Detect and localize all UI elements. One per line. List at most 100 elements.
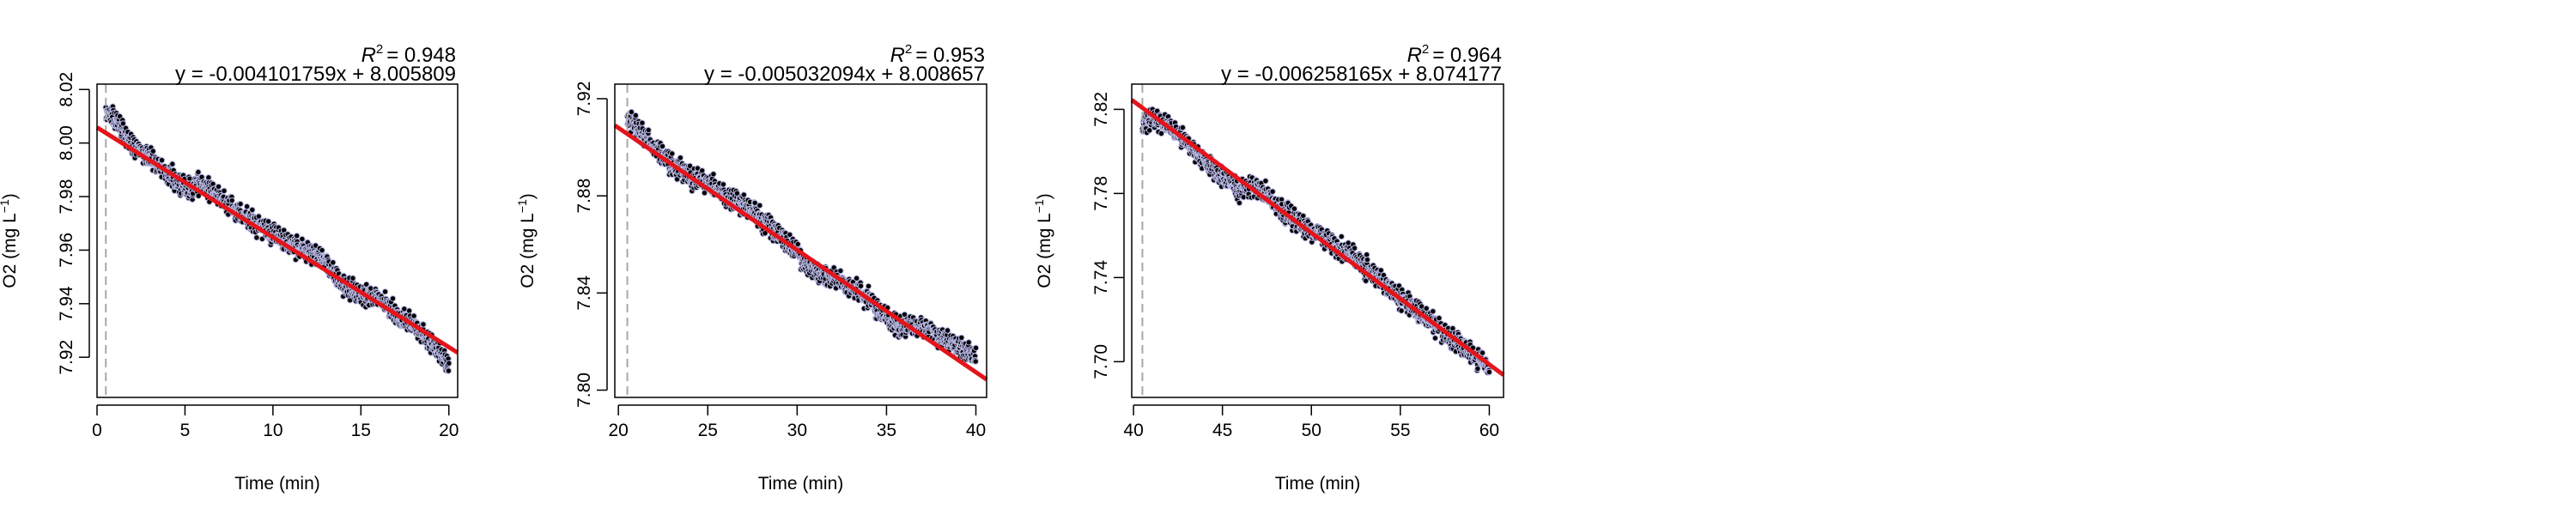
data-point (1479, 349, 1486, 356)
y-axis-title-close: ) (518, 193, 538, 199)
data-point (119, 120, 127, 127)
data-point (264, 218, 272, 225)
data-point (865, 282, 872, 290)
x-tick-label: 20 (439, 421, 459, 440)
data-point (837, 267, 844, 275)
data-point (710, 171, 717, 178)
data-point (149, 148, 157, 154)
x-tick-label: 45 (1212, 421, 1232, 440)
data-point (299, 235, 306, 243)
data-point (628, 108, 635, 116)
x-axis: 40 45 50 55 60 (1123, 404, 1499, 440)
data-point (330, 259, 337, 266)
r-squared-exponent: 2 (376, 42, 383, 57)
r-squared-symbol: R (1407, 44, 1422, 67)
data-point (1179, 124, 1187, 131)
x-axis-title: Time (min) (234, 474, 320, 494)
x-tick-label: 25 (698, 421, 718, 440)
data-point (349, 275, 356, 282)
y-axis: 7.92 7.94 7.96 7.98 8.00 8.02 (57, 72, 90, 375)
data-point (794, 240, 801, 248)
regression-equation: y = -0.005032094x + 8.008657 (704, 63, 985, 86)
data-point (1423, 305, 1430, 312)
data-point (965, 339, 972, 346)
y-axis-title-text: O2 (mg L (518, 213, 538, 288)
data-point (1485, 368, 1493, 376)
y-tick-label: 8.02 (57, 72, 76, 107)
data-point (1431, 335, 1439, 342)
y-tick-label: 7.82 (1091, 92, 1111, 127)
y-axis-title: O2 (mg L−1) (515, 193, 538, 288)
x-tick-label: 5 (180, 421, 191, 440)
y-axis: 7.70 7.74 7.78 7.82 (1091, 92, 1125, 379)
plot-frame (614, 83, 987, 398)
x-tick-label: 0 (92, 421, 102, 440)
data-point (420, 321, 427, 328)
data-point (853, 275, 860, 282)
x-axis-title: Time (min) (1275, 474, 1361, 494)
r-squared-symbol: R (361, 44, 376, 67)
data-point (972, 344, 980, 351)
data-point (659, 142, 666, 150)
y-axis-title-exponent: −1 (515, 199, 529, 213)
y-axis-title-exponent: −1 (0, 199, 11, 213)
y-tick-label: 7.94 (57, 286, 76, 321)
r-squared-label: R2 = 0.964 (1407, 42, 1502, 67)
r-squared-label: R2 = 0.953 (890, 42, 985, 67)
data-point (1262, 178, 1269, 185)
data-point (243, 203, 251, 210)
x-tick-label: 35 (877, 421, 896, 440)
y-axis-title: O2 (mg L−1) (0, 193, 20, 288)
y-tick-label: 7.92 (57, 340, 76, 375)
data-point (237, 200, 244, 208)
x-tick-label: 50 (1302, 421, 1321, 440)
x-tick-label: 15 (351, 421, 371, 440)
data-point (1236, 199, 1243, 207)
y-axis-title-exponent: −1 (1032, 199, 1046, 213)
data-point (389, 295, 397, 302)
data-point (1364, 251, 1370, 258)
y-tick-label: 7.96 (57, 233, 76, 268)
data-point (445, 367, 453, 374)
data-point (632, 112, 639, 119)
x-tick-label: 55 (1390, 421, 1410, 440)
data-point (1398, 307, 1405, 314)
y-axis-title-close: ) (1035, 193, 1054, 199)
data-point (1157, 130, 1165, 137)
data-point (1300, 212, 1307, 220)
data-point (645, 126, 652, 134)
data-point (639, 119, 646, 126)
data-point (446, 360, 453, 367)
data-point (669, 150, 676, 157)
data-point (249, 206, 256, 214)
data-point (1364, 256, 1371, 264)
plot-frame (96, 83, 459, 398)
y-axis-title: O2 (mg L−1) (1032, 193, 1054, 288)
data-point (1338, 233, 1346, 240)
regression-line (95, 125, 459, 354)
data-point (1269, 188, 1276, 195)
x-tick-label: 30 (787, 421, 807, 440)
data-point (756, 202, 763, 209)
x-axis: 0 5 10 15 20 (92, 404, 459, 440)
y-tick-label: 7.78 (1091, 176, 1111, 211)
y-tick-label: 8.00 (57, 125, 76, 161)
data-point (381, 288, 389, 295)
r-squared-exponent: 2 (905, 42, 912, 57)
data-point (158, 157, 166, 164)
data-point (253, 234, 260, 241)
data-point (740, 191, 747, 198)
regression-line (1130, 98, 1505, 377)
x-tick-label: 10 (263, 421, 283, 440)
data-point (686, 162, 694, 170)
y-axis-title-close: ) (0, 193, 20, 199)
data-point (221, 187, 228, 195)
data-point (410, 312, 417, 319)
data-point (228, 197, 235, 204)
x-tick-label: 20 (608, 421, 628, 440)
data-point (294, 233, 301, 239)
plot-frame (1131, 83, 1504, 398)
y-tick-label: 7.74 (1091, 260, 1111, 295)
